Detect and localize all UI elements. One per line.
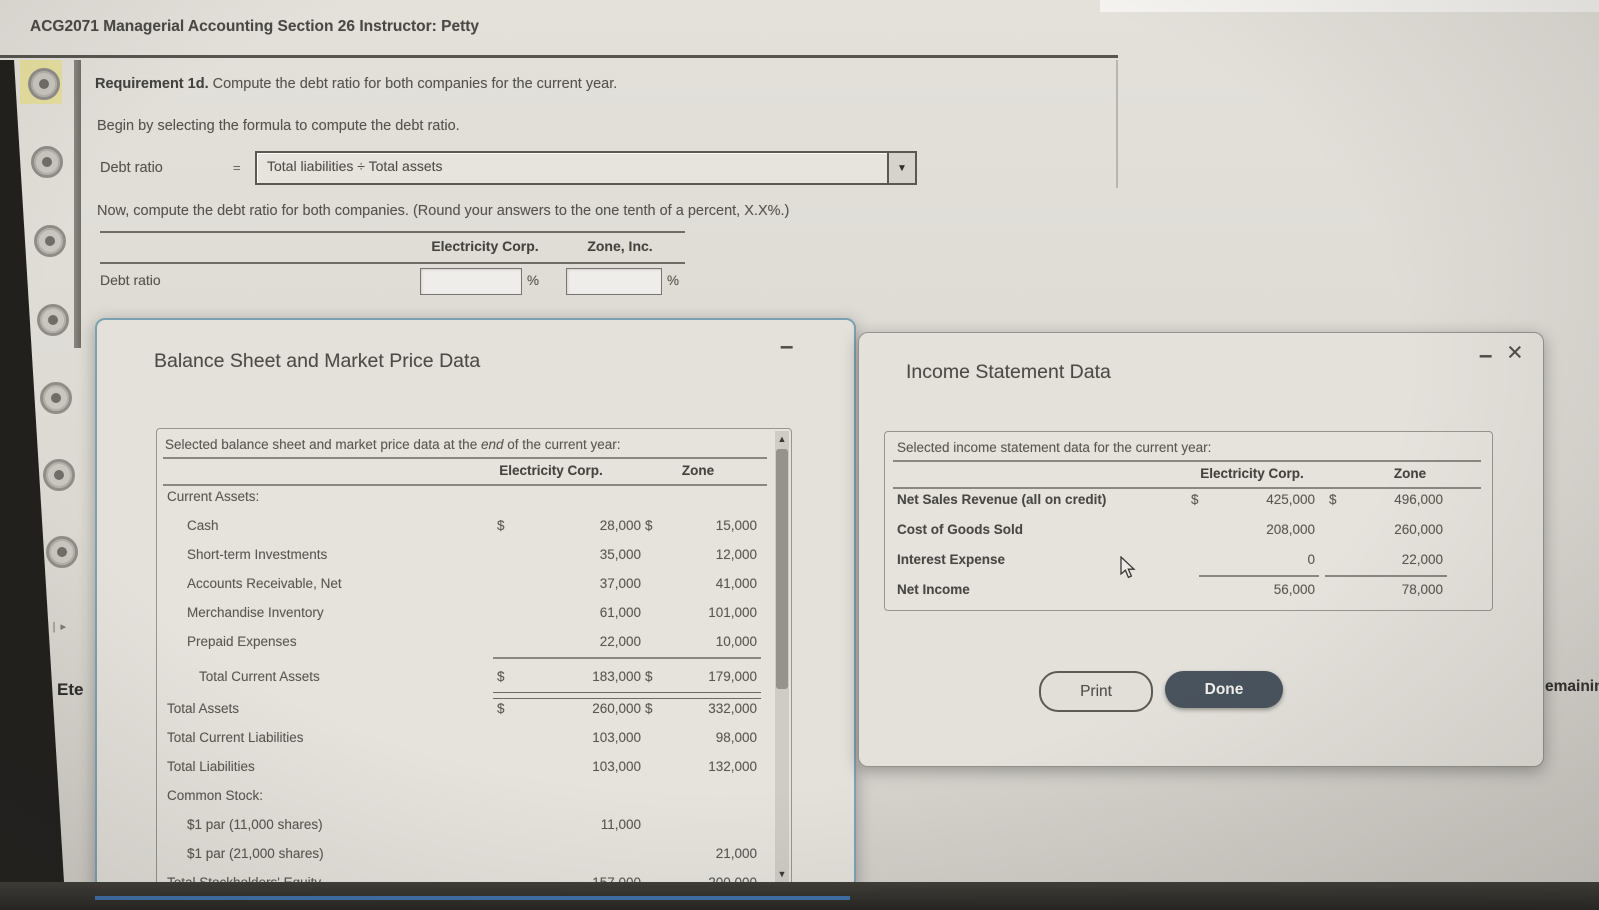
table-row: Current Assets: <box>167 489 260 504</box>
table-row: Interest Expense 0 22,000 <box>897 552 1443 567</box>
table-row: Net Sales Revenue (all on credit) $425,00… <box>897 492 1443 507</box>
begin-instruction: Begin by selecting the formula to comput… <box>97 118 460 134</box>
table-row: Prepaid Expenses 22,000 10,000 <box>187 634 757 649</box>
panel-left-shadow <box>74 60 81 348</box>
double-rule <box>641 692 761 699</box>
table-row: Accounts Receivable, Net 37,000 41,000 <box>187 576 757 591</box>
table-row: Total Current Liabilities 103,000 98,000 <box>167 730 757 745</box>
debt-table-col2-header: Zone, Inc. <box>587 238 653 254</box>
step-radio-icon[interactable] <box>46 536 78 568</box>
rule <box>893 460 1481 462</box>
balance-sheet-window: Balance Sheet and Market Price Data – Se… <box>95 318 856 894</box>
scroll-down-icon[interactable]: ▼ <box>777 869 787 879</box>
col2-header: Zone <box>681 463 715 478</box>
photo-top-glare <box>1100 0 1599 12</box>
balance-sheet-table: Selected balance sheet and market price … <box>156 428 792 892</box>
rule <box>893 487 1481 489</box>
requirement-label: Requirement 1d. <box>95 76 209 92</box>
requirement-text: Requirement 1d. Compute the debt ratio f… <box>95 76 618 92</box>
window-title: Balance Sheet and Market Price Data <box>154 350 481 372</box>
done-button[interactable]: Done <box>1165 671 1283 708</box>
equals-sign: = <box>233 160 241 175</box>
table-row: Cost of Goods Sold 208,000 260,000 <box>897 522 1443 537</box>
table-row: Merchandise Inventory 61,000 101,000 <box>187 605 757 620</box>
income-statement-table: Selected income statement data for the c… <box>884 431 1493 611</box>
panel-right-edge <box>1116 60 1118 188</box>
formula-dropdown[interactable]: Total liabilities ÷ Total assets ▼ <box>255 151 917 185</box>
step-radio-icon[interactable] <box>37 304 69 336</box>
rule <box>641 657 761 659</box>
etext-link-clipped[interactable]: Ete <box>57 680 84 699</box>
minimize-icon[interactable]: – <box>1479 342 1493 369</box>
rule <box>163 457 767 459</box>
table-row: Short-term Investments 35,000 12,000 <box>187 547 757 562</box>
remaining-text-clipped: emainin <box>1545 678 1599 695</box>
table-row: $1 par (11,000 shares) 11,000 <box>187 817 641 832</box>
table-row: Total Current Assets $183,000 $179,000 <box>199 669 757 684</box>
table-row: Common Stock: <box>167 788 264 803</box>
mouse-cursor-icon <box>1118 555 1138 585</box>
minimize-icon[interactable]: – <box>780 333 794 360</box>
print-button[interactable]: Print <box>1039 671 1153 712</box>
step-radio-icon[interactable] <box>34 225 66 257</box>
rule <box>1199 575 1319 577</box>
now-instruction: Now, compute the debt ratio for both com… <box>97 203 790 219</box>
debt-ratio-row-label: Debt ratio <box>100 272 161 288</box>
rule <box>163 484 767 486</box>
percent-sign: % <box>667 273 680 288</box>
step-radio-icon[interactable] <box>43 459 75 491</box>
step-radio-icon[interactable] <box>40 382 72 414</box>
scroll-up-icon[interactable]: ▲ <box>777 434 787 444</box>
step-radio-icon[interactable] <box>31 146 63 178</box>
rule <box>493 657 641 659</box>
col1-header: Electricity Corp. <box>499 463 603 478</box>
table-row: Cash $28,000 $15,000 <box>187 518 757 533</box>
window-bottom-edge <box>95 896 850 900</box>
balance-intro: Selected balance sheet and market price … <box>165 437 621 452</box>
course-header: ACG2071 Managerial Accounting Section 26… <box>30 18 480 35</box>
col1-header: Electricity Corp. <box>1200 466 1304 481</box>
col2-header: Zone <box>1393 466 1427 481</box>
income-statement-window: Income Statement Data – × Selected incom… <box>858 332 1544 767</box>
debt-ratio-input-zone[interactable] <box>566 268 662 295</box>
table-row: Net Income 56,000 78,000 <box>897 582 1443 597</box>
close-icon[interactable]: × <box>1507 337 1523 367</box>
rule <box>1325 575 1447 577</box>
header-divider <box>0 55 1118 58</box>
window-title: Income Statement Data <box>906 361 1111 383</box>
debt-table-col1-header: Electricity Corp. <box>431 238 539 254</box>
table-row: $1 par (21,000 shares) 21,000 <box>187 846 757 861</box>
debt-ratio-input-electricity[interactable] <box>420 268 522 295</box>
table-rule <box>100 262 685 264</box>
double-rule <box>493 692 641 699</box>
scrollbar[interactable]: ▲ ▼ <box>775 431 789 887</box>
income-intro: Selected income statement data for the c… <box>897 440 1212 455</box>
chevron-down-icon[interactable]: ▼ <box>887 153 915 183</box>
percent-sign: % <box>527 273 540 288</box>
scrollbar-thumb[interactable] <box>776 449 788 689</box>
step-radio-icon[interactable] <box>28 68 60 100</box>
formula-lhs-label: Debt ratio <box>100 160 163 176</box>
table-rule <box>100 231 685 233</box>
formula-selected-value: Total liabilities ÷ Total assets <box>267 158 443 174</box>
table-row: Total Assets $260,000 $332,000 <box>167 701 757 716</box>
table-row: Total Liabilities 103,000 132,000 <box>167 759 757 774</box>
